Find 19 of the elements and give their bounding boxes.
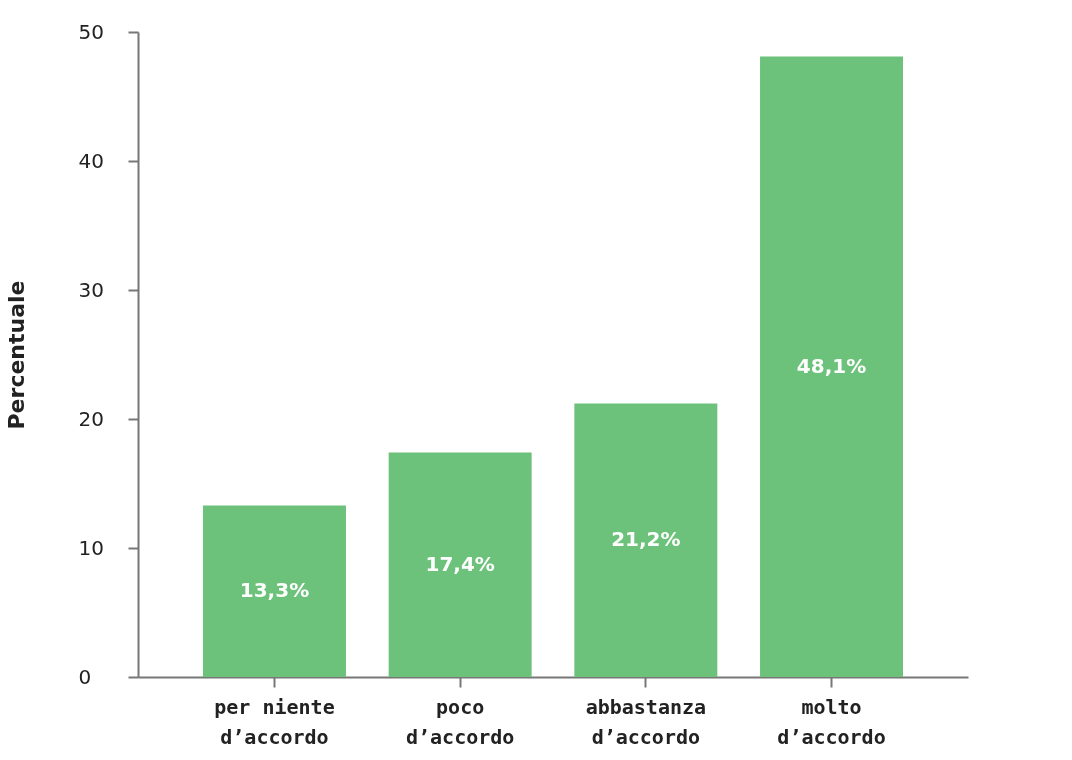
data-label: 48,1% xyxy=(796,353,867,378)
bar xyxy=(202,505,346,677)
bar xyxy=(760,56,904,677)
bar xyxy=(574,403,718,677)
y-tick-label: 40 xyxy=(78,148,104,173)
x-tick-label: per niente d’accordo xyxy=(214,694,335,749)
y-tick-label: 50 xyxy=(78,19,104,44)
y-tick-label: 10 xyxy=(78,535,104,560)
x-tick-label: poco d’accordo xyxy=(405,694,515,749)
y-axis-title: Percentuale xyxy=(3,280,29,430)
data-label: 21,2% xyxy=(611,527,681,552)
x-tick-label: molto d’accordo xyxy=(777,694,886,749)
x-tick-label: abbastanza d’accordo xyxy=(585,694,707,749)
y-tick-label: 0 xyxy=(78,664,92,689)
data-label: 17,4% xyxy=(425,551,495,576)
bar xyxy=(388,452,532,677)
data-label: 13,3% xyxy=(239,578,310,603)
y-tick-label: 20 xyxy=(78,406,104,431)
y-tick-label: 30 xyxy=(78,277,104,302)
